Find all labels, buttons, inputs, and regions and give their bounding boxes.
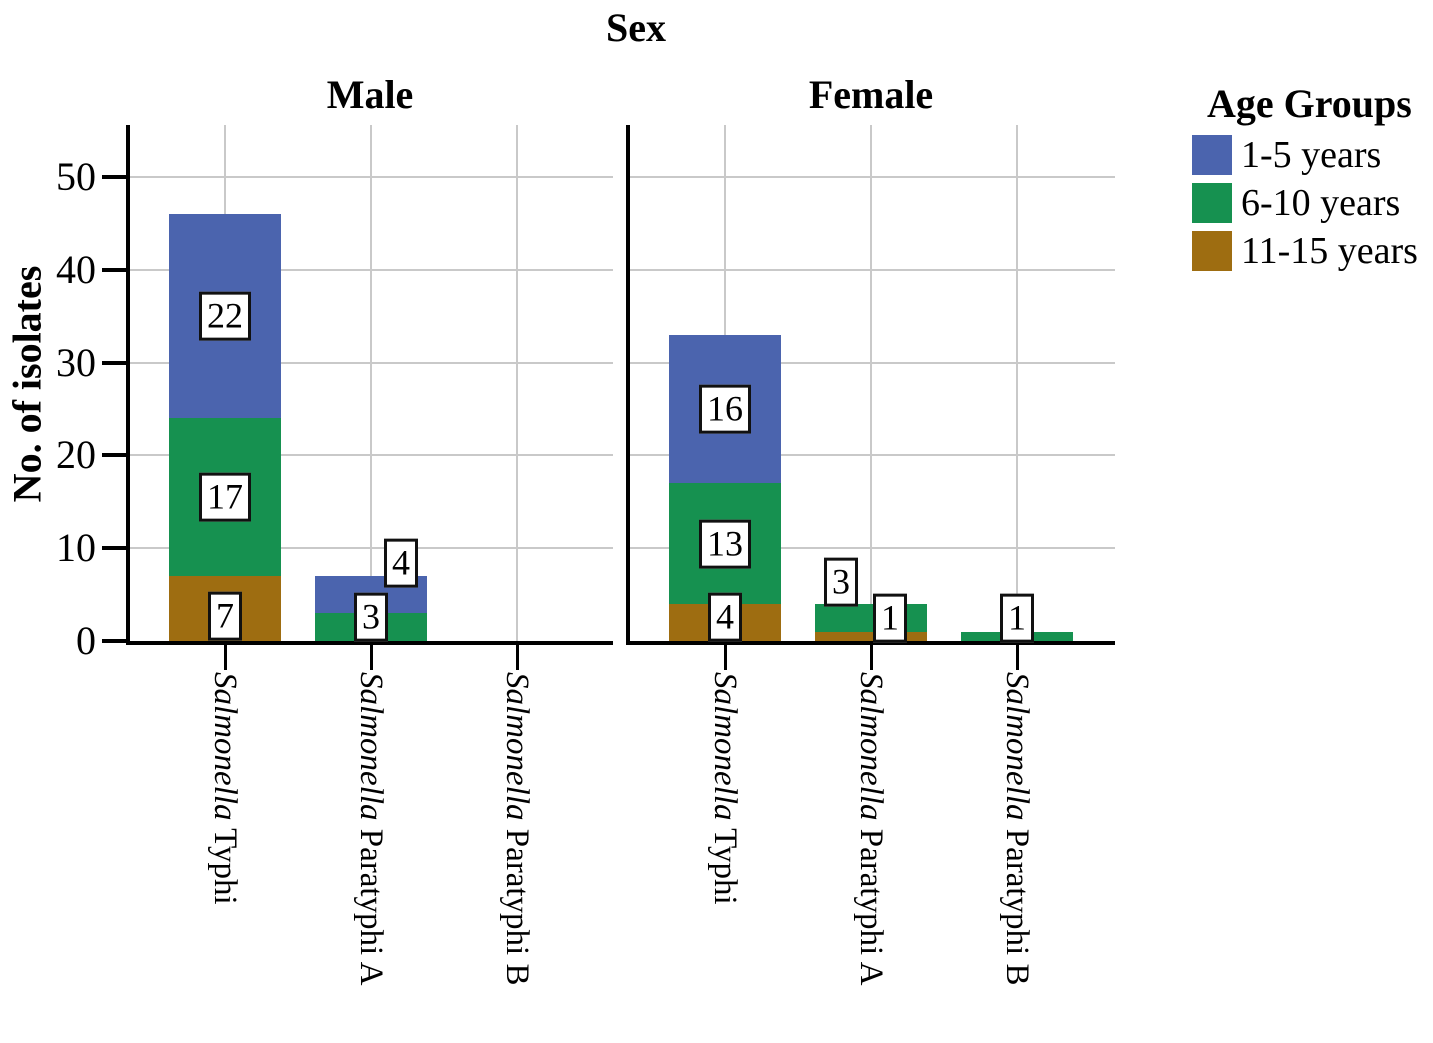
y-tick-label: 0 — [76, 618, 96, 663]
legend-title: Age Groups — [1207, 81, 1412, 126]
value-label: 4 — [708, 592, 742, 642]
category-label: Salmonella Paratyphi A — [851, 672, 891, 985]
value-label: 22 — [199, 291, 251, 341]
category-label-genus: Salmonella — [499, 672, 535, 821]
grid-line-v — [870, 125, 872, 641]
y-tick-label: 40 — [56, 247, 96, 292]
grid-line-h — [630, 269, 1115, 271]
category-tick — [870, 645, 873, 670]
legend-item-label: 6-10 years — [1241, 182, 1401, 224]
value-label: 16 — [699, 384, 751, 434]
value-label: 7 — [208, 591, 242, 641]
legend-item-label: 1-5 years — [1241, 134, 1382, 176]
y-tick — [102, 175, 128, 179]
category-label: Salmonella Paratyphi B — [497, 672, 537, 985]
y-tick — [102, 546, 128, 550]
y-axis-line — [626, 125, 630, 645]
category-label-genus: Salmonella — [853, 672, 889, 821]
panel-title: Female — [808, 72, 934, 117]
legend-item: 1-5 years — [1192, 135, 1418, 175]
panel-title: Male — [326, 72, 414, 117]
category-label-genus: Salmonella — [207, 672, 243, 821]
category-tick — [370, 645, 373, 670]
value-label: 13 — [699, 519, 751, 569]
x-axis-line — [626, 641, 1115, 645]
bar-segment — [815, 604, 927, 632]
value-label: 4 — [384, 538, 418, 588]
legend-swatch — [1192, 183, 1232, 223]
category-label: Salmonella Paratyphi A — [351, 672, 391, 985]
y-tick-label: 20 — [56, 432, 96, 477]
grid-line-v — [370, 125, 372, 641]
grid-line-v — [516, 125, 518, 641]
legend-swatch — [1192, 231, 1232, 271]
grid-line-h — [630, 362, 1115, 364]
category-label-genus: Salmonella — [353, 672, 389, 821]
category-label-rest: Paratyphi A — [353, 820, 389, 986]
y-axis-line — [126, 125, 130, 645]
y-tick-label: 10 — [56, 525, 96, 570]
y-tick — [102, 453, 128, 457]
legend-swatch — [1192, 135, 1232, 175]
grid-line-h — [630, 176, 1115, 178]
y-tick-label: 50 — [56, 154, 96, 199]
category-label: Salmonella Typhi — [205, 672, 245, 905]
legend: Age Groups 1-5 years 6-10 years 11-15 year… — [1192, 80, 1418, 279]
y-tick-label: 30 — [56, 340, 96, 385]
category-tick — [724, 645, 727, 670]
category-tick — [516, 645, 519, 670]
category-tick — [224, 645, 227, 670]
category-label-rest: Paratyphi A — [853, 820, 889, 986]
value-label: 17 — [199, 472, 251, 522]
category-label-rest: Typhi — [707, 820, 743, 905]
legend-item: 11-15 years — [1192, 231, 1418, 271]
category-label-genus: Salmonella — [707, 672, 743, 821]
bar-segment — [815, 632, 927, 641]
grid-line-h — [630, 454, 1115, 456]
x-axis-line — [126, 641, 613, 645]
legend-item-label: 11-15 years — [1241, 230, 1418, 272]
y-tick — [102, 268, 128, 272]
value-label: 3 — [354, 592, 388, 642]
category-label-rest: Paratyphi B — [499, 820, 535, 986]
category-label: Salmonella Typhi — [705, 672, 745, 905]
value-label: 1 — [1000, 593, 1034, 643]
category-label-rest: Paratyphi B — [999, 820, 1035, 986]
grid-line-v — [1016, 125, 1018, 641]
legend-item: 6-10 years — [1192, 183, 1418, 223]
chart-title: Sex — [606, 5, 666, 50]
category-tick — [1016, 645, 1019, 670]
category-label-rest: Typhi — [207, 820, 243, 905]
value-label: 3 — [824, 557, 858, 607]
category-label-genus: Salmonella — [999, 672, 1035, 821]
value-label: 1 — [873, 593, 907, 643]
grid-line-h — [630, 547, 1115, 549]
y-tick — [102, 639, 128, 643]
category-label: Salmonella Paratyphi B — [997, 672, 1037, 985]
y-tick — [102, 361, 128, 365]
